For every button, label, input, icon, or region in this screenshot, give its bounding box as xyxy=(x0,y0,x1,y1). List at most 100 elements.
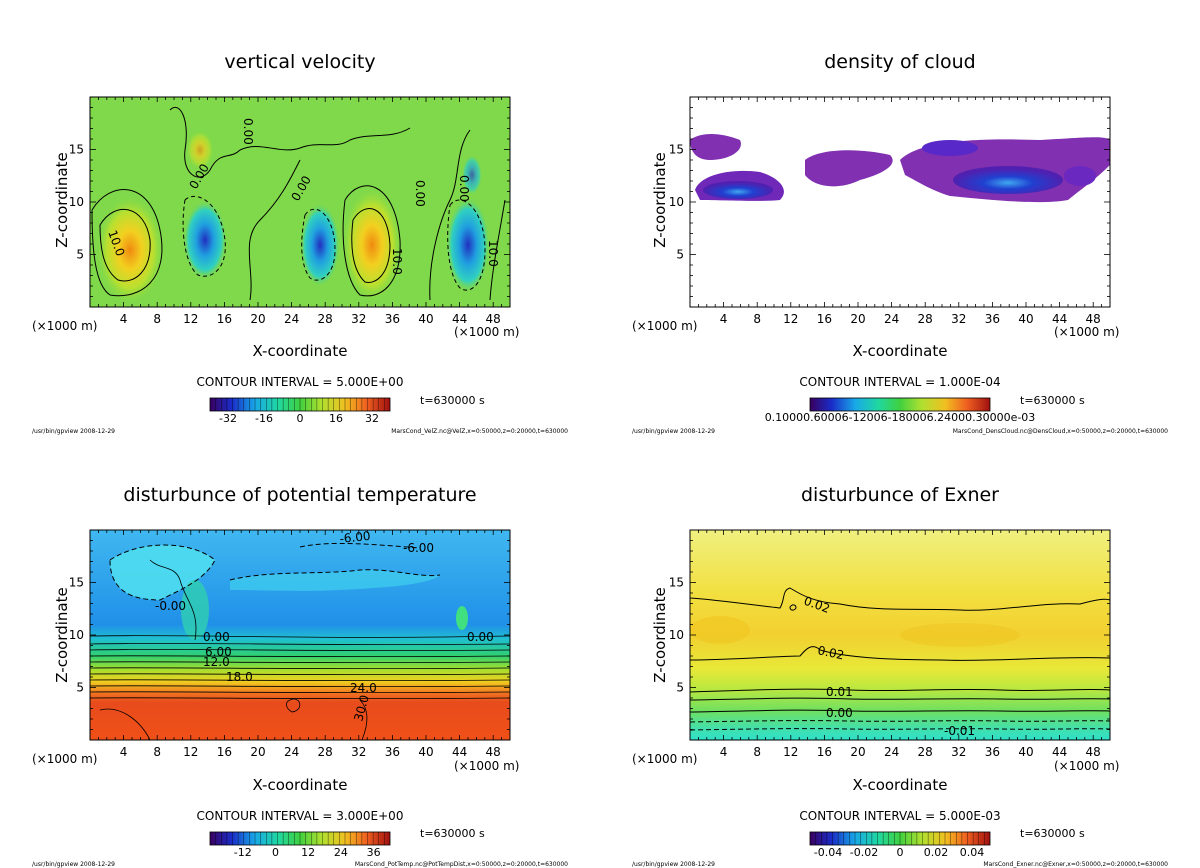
y-tick-label: 5 xyxy=(76,681,84,695)
x-tick-label: 8 xyxy=(153,745,161,759)
x-tick-label: 40 xyxy=(1018,745,1033,759)
y-tick-label: 15 xyxy=(669,576,684,590)
x-tick-label: 4 xyxy=(120,312,128,326)
x-tick-label: 32 xyxy=(951,312,966,326)
contour-label: 0.01 xyxy=(826,685,853,699)
x-tick-label: 16 xyxy=(817,745,832,759)
contour-interval: CONTOUR INTERVAL = 3.000E+00 xyxy=(197,809,404,823)
contour-label: 0.00 xyxy=(457,175,471,202)
x-tick-label: 44 xyxy=(452,312,467,326)
x-tick-label: 48 xyxy=(1086,745,1101,759)
colorbar-ticks: -12 0 12 24 36 xyxy=(215,832,385,859)
contour-interval: CONTOUR INTERVAL = 5.000E-03 xyxy=(799,809,1000,823)
chart-title: vertical velocity xyxy=(224,51,375,73)
x-tick-label: 48 xyxy=(1086,312,1101,326)
contour-interval: CONTOUR INTERVAL = 1.000E-04 xyxy=(799,375,1000,389)
colorbar-tick-label: 0 xyxy=(297,412,304,425)
contour-label: 0.00 xyxy=(826,706,853,720)
time-stamp: t=630000 s xyxy=(420,827,485,840)
footer-right: MarsCond_PotTemp.nc@PotTempDist,x=0:5000… xyxy=(355,861,568,868)
x-ticks: 4 8 12 16 20 24 28 32 36 40 44 48 xyxy=(698,530,1102,759)
y-axis-label: Z-coordinate xyxy=(53,587,71,682)
x-tick-label: 40 xyxy=(418,312,433,326)
contour-label: -6.00 xyxy=(403,541,434,555)
colorbar-labels: 0.10000.60006-12006-180006.24000.30000e-… xyxy=(765,411,1036,424)
x-tick-label: 28 xyxy=(318,312,333,326)
colorbar-tick-label: -16 xyxy=(255,412,273,425)
x-axis-label: X-coordinate xyxy=(853,342,948,360)
x-unit-right: (×1000 m) xyxy=(1054,325,1119,339)
footer-right: MarsCond_Exner.nc@Exner,x=0:50000,z=0:20… xyxy=(983,861,1168,868)
contour-label: 10.0 xyxy=(486,240,500,267)
plot-area xyxy=(690,97,1110,307)
x-tick-label: 48 xyxy=(486,312,501,326)
contour-label: 0.00 xyxy=(241,118,255,145)
x-tick-label: 20 xyxy=(250,312,265,326)
y-tick-label: 15 xyxy=(69,576,84,590)
colorbar-tick-label: -0.04 xyxy=(814,846,842,859)
y-ticks: 5 10 15 xyxy=(669,540,1110,730)
x-tick-label: 32 xyxy=(351,312,366,326)
x-tick-label: 16 xyxy=(217,312,232,326)
x-tick-label: 12 xyxy=(783,312,798,326)
panel-exner: disturbunce of Exner 0.02 0.02 0.01 xyxy=(632,484,1168,868)
colorbar-tick-label: 0.02 xyxy=(924,846,949,859)
time-stamp: t=630000 s xyxy=(1020,827,1085,840)
x-axis-label: X-coordinate xyxy=(253,342,348,360)
colorbar-ticks: -32 -16 0 16 32 xyxy=(215,398,385,425)
y-tick-label: 10 xyxy=(69,628,84,642)
y-ticks: 5 10 15 xyxy=(69,107,510,297)
contour-label: 0.02 xyxy=(816,643,845,662)
colorbar-tick-label: -32 xyxy=(219,412,237,425)
x-tick-label: 16 xyxy=(817,312,832,326)
colorbar-tick-label: 16 xyxy=(329,412,343,425)
colorbar xyxy=(809,397,991,412)
x-tick-label: 20 xyxy=(250,745,265,759)
footer-left: /usr/bin/gpview 2008-12-29 xyxy=(32,428,115,435)
x-tick-label: 8 xyxy=(153,312,161,326)
contour-label: 18.0 xyxy=(226,670,253,684)
panel-potential-temperature: disturbunce of potential temperature xyxy=(32,484,568,868)
y-ticks: 5 10 15 xyxy=(69,540,510,730)
x-tick-label: 20 xyxy=(850,312,865,326)
y-tick-label: 15 xyxy=(669,143,684,157)
colorbar-tick-label: -0.02 xyxy=(850,846,878,859)
y-tick-label: 10 xyxy=(669,195,684,209)
x-tick-label: 28 xyxy=(318,745,333,759)
contour-interval: CONTOUR INTERVAL = 5.000E+00 xyxy=(197,375,404,389)
colorbar-ticks: -0.04 -0.02 0 0.02 0.04 xyxy=(814,832,985,859)
x-tick-label: 36 xyxy=(985,312,1000,326)
panel-vertical-velocity: vertical velocity xyxy=(32,51,568,435)
time-stamp: t=630000 s xyxy=(420,394,485,407)
x-tick-label: 24 xyxy=(284,745,299,759)
x-tick-label: 16 xyxy=(217,745,232,759)
x-unit-right: (×1000 m) xyxy=(454,325,519,339)
colorbar-tick-label: 0 xyxy=(897,846,904,859)
y-tick-label: 15 xyxy=(69,143,84,157)
x-tick-label: 24 xyxy=(284,312,299,326)
x-ticks: 4 8 12 16 20 24 28 32 36 40 44 48 xyxy=(698,97,1102,326)
plot-area xyxy=(689,530,1111,740)
x-tick-label: 44 xyxy=(1052,312,1067,326)
chart-title: density of cloud xyxy=(824,51,976,73)
x-ticks: 4 8 12 16 20 24 28 32 36 40 44 48 xyxy=(98,97,503,326)
contour-label: -0.00 xyxy=(155,599,186,613)
x-tick-label: 44 xyxy=(1052,745,1067,759)
contour-label: -0.01 xyxy=(944,724,975,738)
colorbar-tick-label: 24 xyxy=(334,846,348,859)
x-tick-label: 32 xyxy=(351,745,366,759)
footer-right: MarsCond_VelZ.nc@VelZ,x=0:50000,z=0:2000… xyxy=(391,428,568,435)
contour-label: 0.00 xyxy=(467,630,494,644)
x-unit-left: (×1000 m) xyxy=(632,752,697,766)
plot-area xyxy=(89,530,511,741)
panel-density-of-cloud: density of cloud Z-coordinate X-coordina… xyxy=(632,51,1168,435)
x-unit-right: (×1000 m) xyxy=(1054,759,1119,773)
x-tick-label: 12 xyxy=(183,312,198,326)
contour-label: 10.0 xyxy=(390,248,404,275)
y-axis-label: Z-coordinate xyxy=(53,152,71,247)
y-tick-label: 5 xyxy=(76,248,84,262)
x-tick-label: 12 xyxy=(183,745,198,759)
x-ticks: 4 8 12 16 20 24 28 32 36 40 44 48 xyxy=(98,530,503,759)
x-tick-label: 28 xyxy=(918,312,933,326)
